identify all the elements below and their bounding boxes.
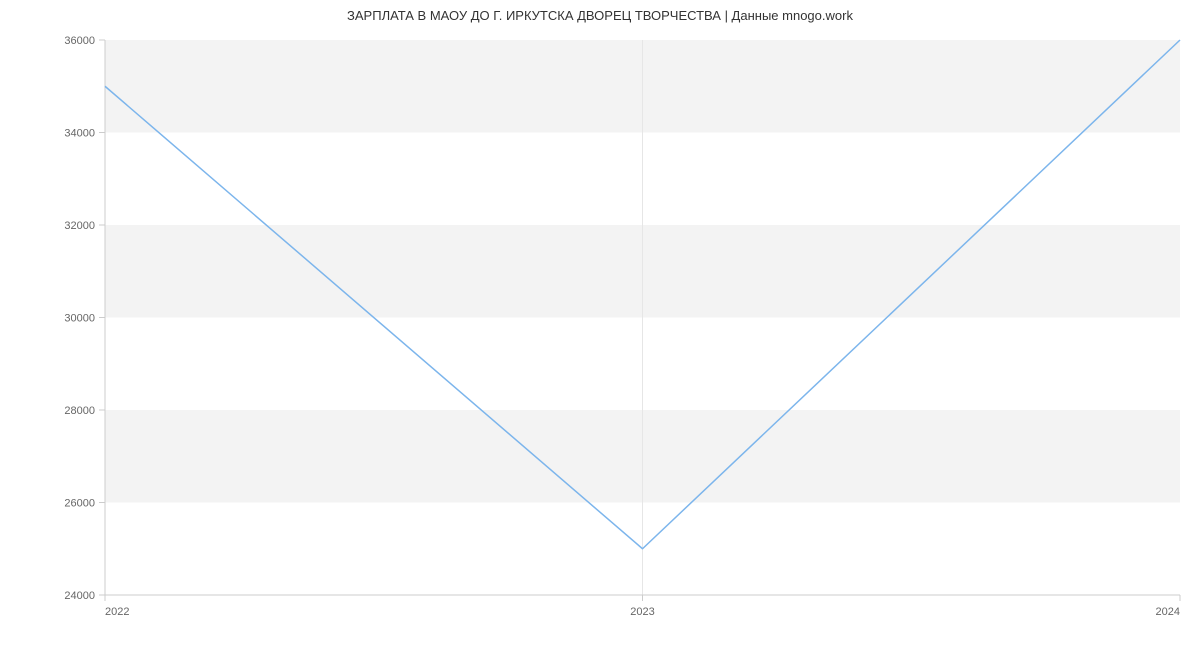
y-tick-label: 24000 <box>64 590 95 602</box>
y-tick-label: 30000 <box>64 313 95 325</box>
y-tick-label: 28000 <box>64 405 95 417</box>
y-tick-label: 26000 <box>64 498 95 510</box>
x-tick-label: 2022 <box>105 606 129 618</box>
x-tick-label: 2024 <box>1156 606 1180 618</box>
y-tick-label: 34000 <box>64 128 95 140</box>
x-tick-label: 2023 <box>630 606 654 618</box>
chart-container: ЗАРПЛАТА В МАОУ ДО Г. ИРКУТСКА ДВОРЕЦ ТВ… <box>0 0 1200 650</box>
y-tick-label: 32000 <box>64 220 95 232</box>
chart-svg: 24000 26000 28000 30000 32000 34000 36000 2022 2… <box>0 0 1200 650</box>
y-tick-label: 36000 <box>64 35 95 47</box>
